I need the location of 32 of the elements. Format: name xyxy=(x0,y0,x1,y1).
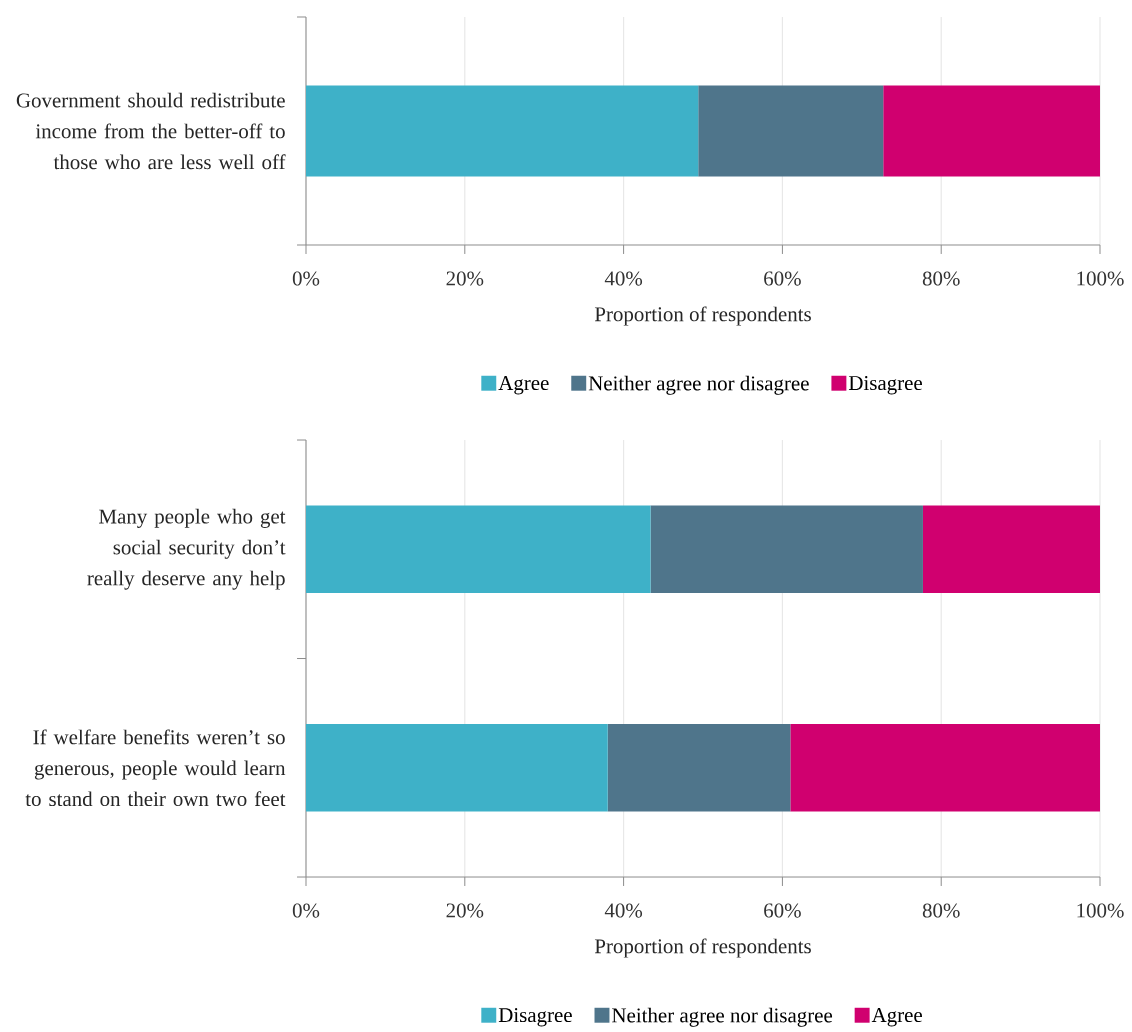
bar xyxy=(306,85,699,177)
bar xyxy=(650,505,923,593)
x-tick-label: 20% xyxy=(446,903,484,918)
legend-label: Neither agree nor disagree xyxy=(588,375,809,395)
bar xyxy=(790,724,1101,812)
x-tick-label: 80% xyxy=(922,271,960,286)
x-tick-label: 100% xyxy=(1077,903,1124,918)
legend-label: Disagree xyxy=(498,1008,572,1027)
x-tick-label: 40% xyxy=(604,271,643,286)
bar xyxy=(607,724,791,812)
y-tick-label: Government should redistribute income from the better-off to those who are less well off xyxy=(16,92,286,170)
y-tick-label: If welfare benefits weren’t so generous, people would learn to stand on their own two feet xyxy=(25,729,286,807)
x-tick-label: 20% xyxy=(446,271,484,286)
bar xyxy=(883,85,1101,177)
x-tick-label: 0% xyxy=(292,903,320,918)
x-tick-label: 100% xyxy=(1077,271,1124,286)
x-tick-label: 60% xyxy=(764,271,801,286)
legend-label: Agree xyxy=(498,376,549,395)
x-tick-label: 0% xyxy=(292,271,320,286)
x-tick-label: 80% xyxy=(922,903,960,918)
x-tick-label: 60% xyxy=(764,903,801,918)
bar xyxy=(306,505,651,593)
y-tick-label: Many people who get social security don’t really deserve any help xyxy=(87,508,286,590)
legend-label: Disagree xyxy=(848,376,922,395)
x-axis-title: Proportion of respondents xyxy=(594,938,811,958)
bar xyxy=(306,724,608,812)
legend-label: Neither agree nor disagree xyxy=(612,1007,833,1027)
legend-label: Agree xyxy=(871,1008,922,1027)
bar xyxy=(698,85,884,177)
x-axis-title: Proportion of respondents xyxy=(594,306,811,326)
x-tick-label: 40% xyxy=(604,903,643,918)
bar xyxy=(922,505,1101,593)
